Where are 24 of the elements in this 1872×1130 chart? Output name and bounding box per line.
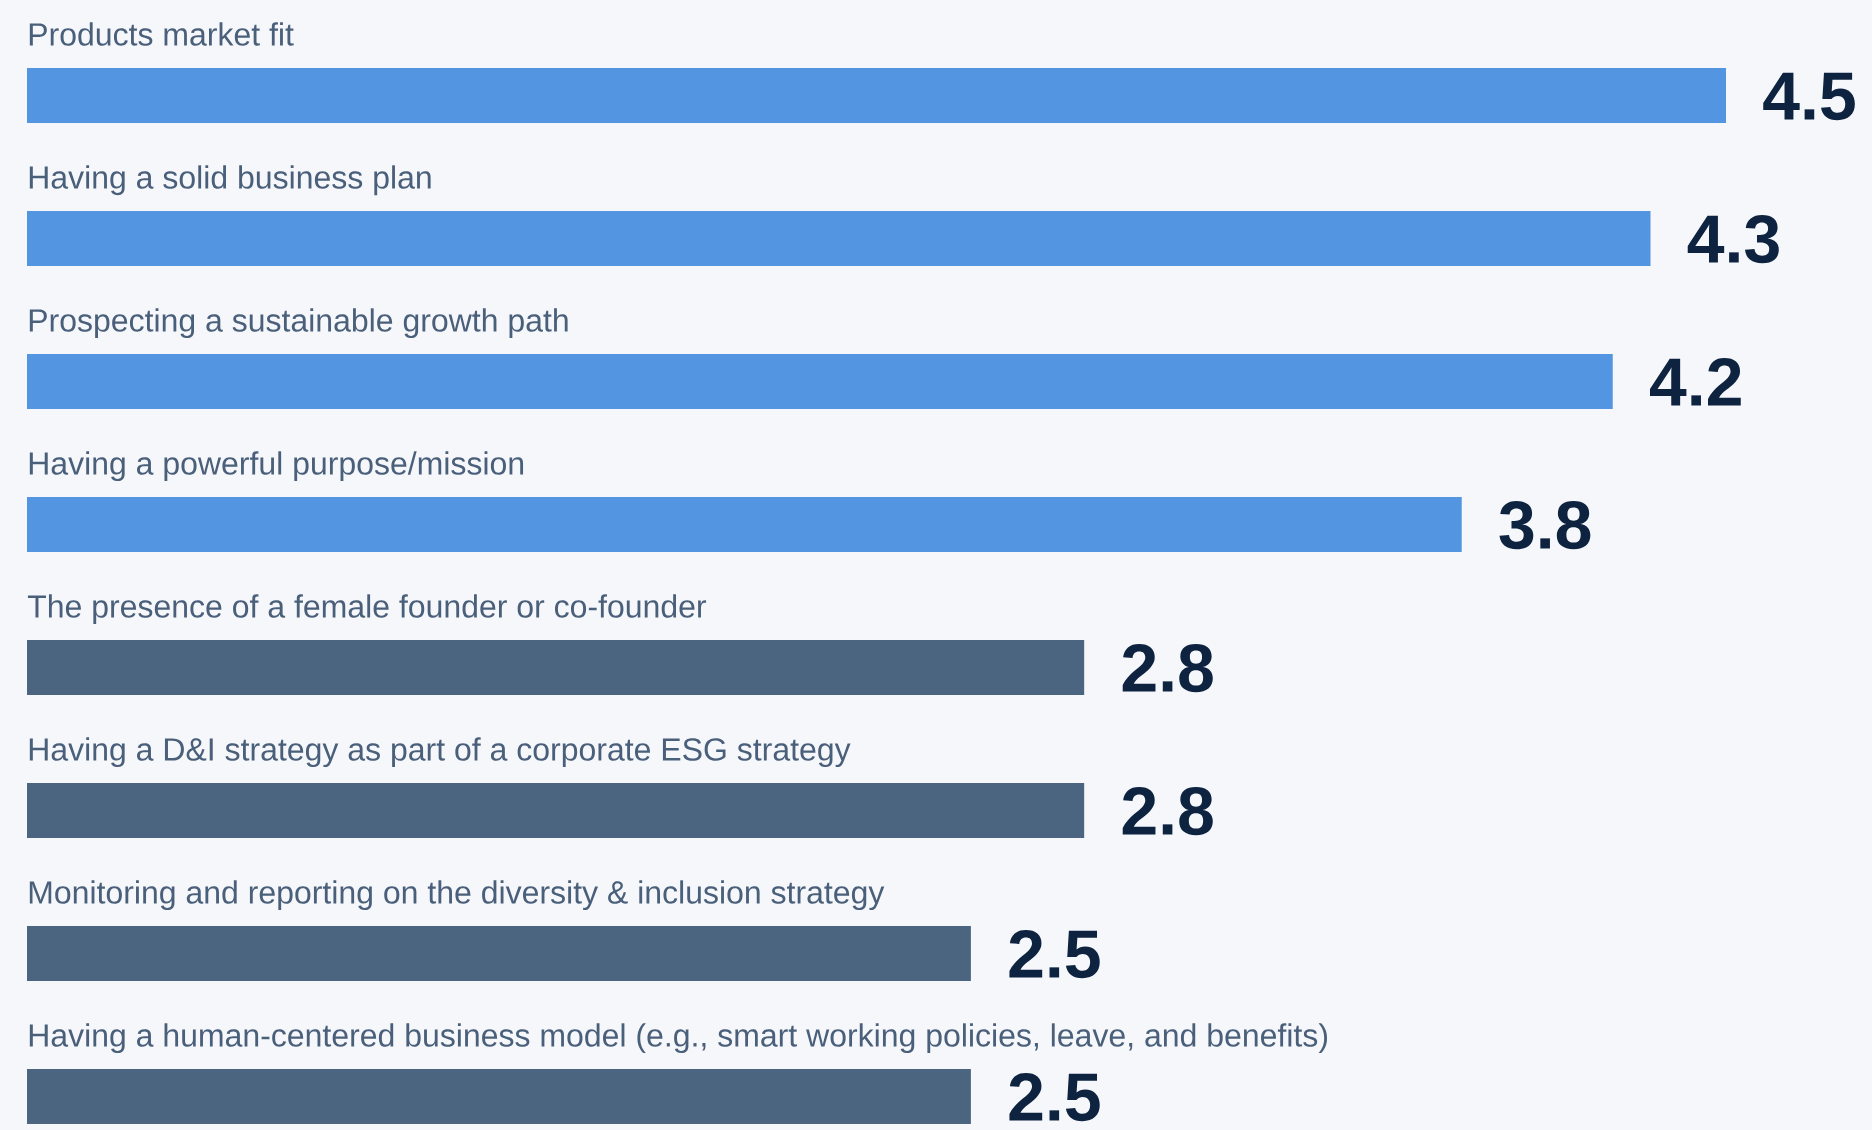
y-tick-label: The presence of a female founder or co-founder [27, 594, 707, 625]
bar [27, 496, 1462, 552]
y-tick-label: Products market fit [29, 22, 294, 46]
data-label: 2.8 [1122, 787, 1213, 836]
data-label: 4.5 [1763, 72, 1855, 121]
bar [27, 210, 1651, 266]
y-tick-label: Having a human-centered business model (e.g., smart working policies, leave, and benefits) [29, 1023, 1327, 1054]
bar [27, 782, 1085, 838]
data-label: 4.2 [1649, 358, 1741, 406]
y-tick-label: Having a solid business plan [29, 165, 431, 196]
data-label: 2.5 [1009, 1072, 1100, 1122]
data-label: 4.3 [1687, 215, 1779, 264]
bar [27, 639, 1085, 695]
data-label: 3.8 [1499, 501, 1591, 550]
y-tick-label: Monitoring and reporting on the diversity & inclusion strategy [29, 880, 885, 911]
bar [27, 1068, 971, 1124]
data-label: 2.8 [1122, 644, 1213, 693]
bar [27, 925, 971, 981]
bar [27, 67, 1727, 123]
y-tick-label: Having a D&I strategy as part of a corporate ESG strategy [29, 737, 851, 768]
data-label: 2.5 [1009, 930, 1100, 979]
bar [27, 353, 1613, 409]
y-tick-label: Prospecting a sustainable growth path [29, 308, 568, 339]
y-tick-label: Having a powerful purpose/mission [29, 451, 524, 482]
